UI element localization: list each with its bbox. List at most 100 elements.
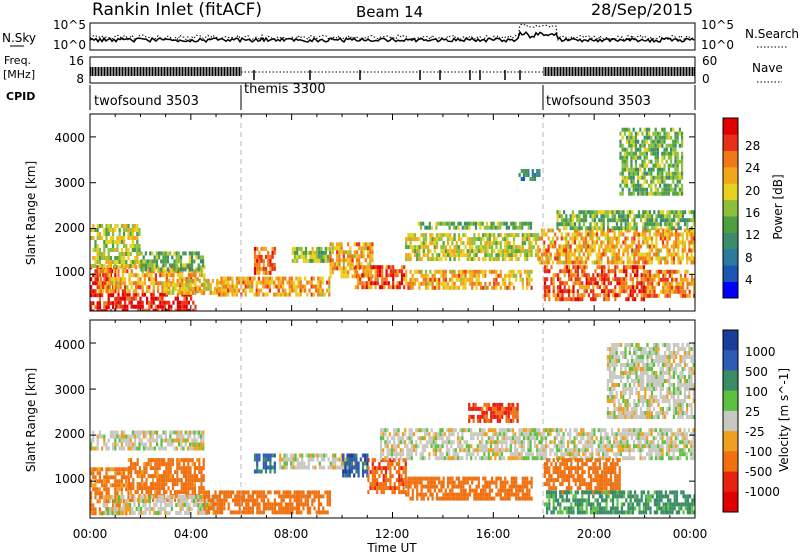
power-cell <box>592 285 595 290</box>
power-cell <box>645 135 648 140</box>
power-cell <box>392 265 395 270</box>
power-cell <box>488 225 491 230</box>
power-cell <box>621 175 624 180</box>
power-cell <box>585 265 588 270</box>
power-cell <box>643 155 646 160</box>
power-cell <box>457 237 461 242</box>
power-cell <box>132 289 135 294</box>
power-cell <box>604 244 607 249</box>
power-cell <box>611 248 614 253</box>
power-cell <box>666 232 669 237</box>
power-cell <box>644 269 647 274</box>
velocity-cell <box>331 465 335 470</box>
power-cell <box>103 309 106 311</box>
velocity-cell <box>200 482 203 487</box>
power-cell <box>398 269 401 274</box>
power-cell <box>602 222 605 227</box>
power-cell <box>442 273 445 278</box>
power-cell <box>644 236 647 241</box>
power-cell <box>598 293 601 298</box>
velocity-cell <box>118 503 121 508</box>
power-cell <box>257 276 260 281</box>
power-cell <box>424 285 428 290</box>
velocity-cell <box>107 475 110 480</box>
power-cell <box>681 167 684 172</box>
power-cell <box>429 237 432 242</box>
power-cell <box>651 218 654 223</box>
power-cell <box>160 259 163 264</box>
power-cell <box>161 300 164 305</box>
velocity-cell <box>159 503 162 507</box>
power-cell <box>409 237 412 242</box>
power-cell <box>127 236 130 240</box>
velocity-cell <box>278 510 281 515</box>
power-cell <box>464 233 467 238</box>
power-cell <box>641 187 644 192</box>
power-cell <box>157 289 160 294</box>
power-cell <box>103 240 106 244</box>
power-y-label: Slant Range [km] <box>24 161 38 265</box>
power-cell <box>622 240 625 245</box>
power-cell <box>116 236 119 240</box>
velocity-cell <box>327 465 330 470</box>
velocity-cell <box>178 442 181 447</box>
power-cell <box>659 218 662 223</box>
power-cell <box>471 241 474 246</box>
power-cell <box>99 269 102 274</box>
velocity-cell <box>118 495 121 499</box>
power-cell <box>322 250 325 255</box>
velocity-cell <box>179 507 182 511</box>
power-cell <box>417 221 420 226</box>
power-cell <box>118 252 121 256</box>
velocity-cell <box>174 482 177 487</box>
power-cell <box>692 222 695 227</box>
power-cell <box>558 222 561 227</box>
power-cell <box>587 252 590 257</box>
power-cell <box>675 222 678 227</box>
power-cell <box>413 277 417 282</box>
power-cell <box>654 159 657 164</box>
velocity-cell <box>192 499 195 503</box>
power-cell <box>521 277 524 282</box>
power-cell <box>576 281 579 286</box>
power-cell <box>155 255 158 260</box>
power-cell <box>129 260 132 264</box>
power-cell <box>686 218 689 223</box>
power-cell <box>125 228 128 232</box>
power-cell <box>197 251 200 256</box>
power-cell <box>190 285 193 290</box>
velocity-cell <box>298 461 302 466</box>
power-cell <box>109 240 112 244</box>
power-cell <box>378 273 382 278</box>
velocity-cell <box>382 466 385 471</box>
power-cell <box>520 177 523 181</box>
power-cell <box>663 151 666 156</box>
power-cell <box>262 258 265 263</box>
power-cell <box>444 285 447 290</box>
power-cell <box>678 143 681 148</box>
power-cell <box>148 304 151 309</box>
velocity-cell <box>113 503 116 507</box>
velocity-cell <box>329 465 332 470</box>
power-cell <box>672 252 676 257</box>
velocity-cell <box>127 491 130 496</box>
power-cell <box>543 244 546 249</box>
power-cell <box>664 293 667 298</box>
power-cell <box>639 155 642 160</box>
power-cell <box>302 254 305 259</box>
power-cell <box>682 285 685 290</box>
power-cell <box>518 221 522 226</box>
velocity-cell <box>98 467 101 472</box>
power-cell <box>644 222 647 227</box>
power-cell <box>304 246 308 251</box>
power-cell <box>192 281 195 286</box>
power-cell <box>622 210 625 215</box>
velocity-cell <box>115 499 118 503</box>
velocity-cell <box>197 495 200 499</box>
power-cell <box>578 240 581 245</box>
power-cell <box>496 221 500 226</box>
power-cell <box>157 304 160 309</box>
power-cell <box>207 286 210 291</box>
power-cell <box>562 236 566 241</box>
velocity-cell <box>262 461 265 466</box>
